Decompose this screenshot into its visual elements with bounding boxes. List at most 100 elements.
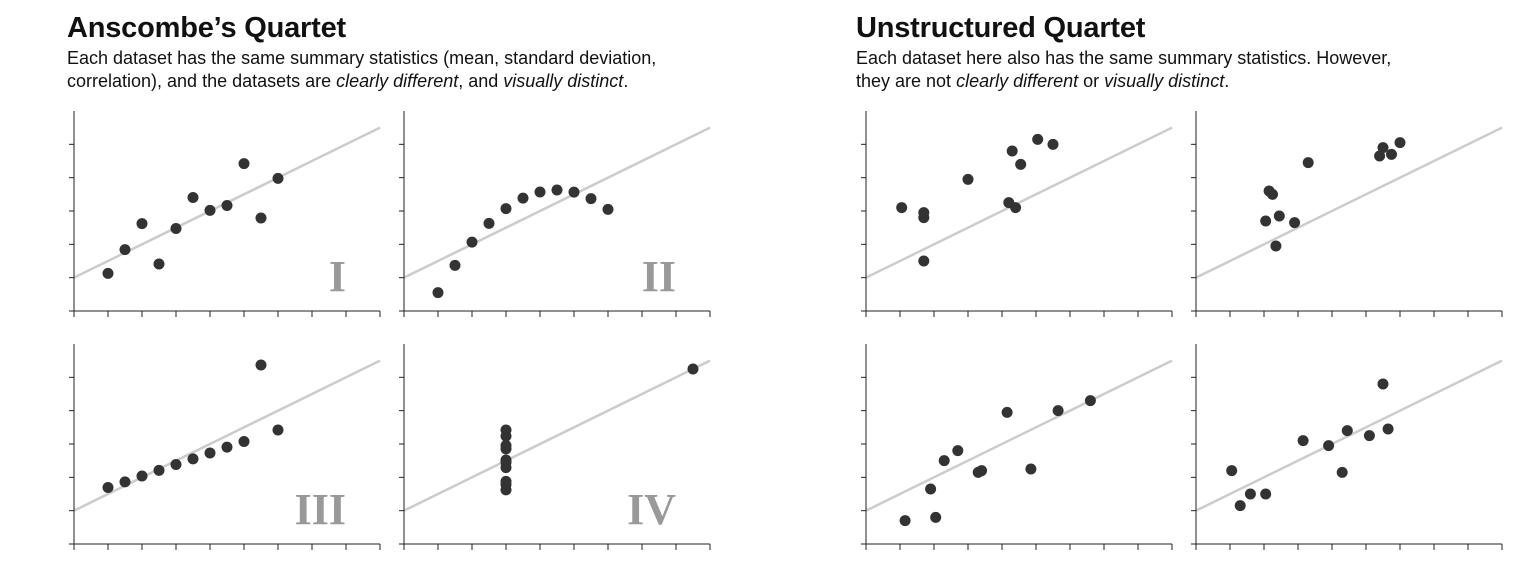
data-point: [187, 192, 199, 203]
regression-line: [403, 126, 711, 279]
data-point: [1260, 215, 1272, 227]
data-point: [1289, 217, 1301, 229]
scatter-panel-6: [1191, 111, 1503, 317]
data-point: [1323, 440, 1335, 452]
data-point: [517, 192, 529, 204]
data-point: [1302, 157, 1314, 169]
data-point: [102, 482, 114, 493]
data-point: [1010, 202, 1022, 214]
dataset-label: IV: [627, 485, 676, 534]
data-point: [952, 445, 964, 457]
data-point: [1015, 158, 1027, 170]
data-point: [1084, 395, 1096, 407]
data-point: [500, 454, 512, 466]
data-point: [483, 217, 495, 229]
data-point: [962, 173, 974, 185]
data-point: [896, 202, 908, 214]
description-text: .: [623, 71, 629, 91]
data-point: [255, 359, 267, 371]
data-point: [551, 184, 563, 196]
regression-line: [1195, 126, 1503, 279]
scatter-panel-7: [861, 344, 1173, 550]
data-point: [255, 212, 267, 224]
data-point: [687, 363, 699, 375]
data-point: [925, 483, 937, 495]
data-point: [1001, 406, 1013, 418]
data-point: [1052, 405, 1064, 417]
data-point: [1363, 430, 1375, 442]
scatter-panel-8: [1191, 344, 1503, 550]
data-point: [187, 453, 199, 465]
data-point: [153, 258, 165, 270]
data-point: [1394, 137, 1406, 149]
section-title: Unstructured Quartet: [856, 12, 1146, 44]
data-point: [1032, 133, 1044, 145]
data-point: [1025, 463, 1037, 475]
data-point: [938, 455, 950, 467]
data-point: [1244, 488, 1256, 500]
description-text: .: [1224, 71, 1230, 91]
data-point: [585, 193, 597, 205]
data-point: [1234, 500, 1246, 512]
data-point: [170, 459, 182, 470]
data-point: [1006, 145, 1018, 157]
description-text: they are not: [856, 71, 957, 91]
description-line-1: Each dataset has the same summary statis…: [67, 48, 657, 68]
dataset-label: II: [642, 252, 676, 301]
description-emphasis: clearly different: [336, 71, 459, 91]
description-text: or: [1078, 71, 1105, 91]
data-point: [449, 259, 461, 271]
data-point: [170, 223, 182, 234]
description-emphasis: clearly different: [956, 71, 1079, 91]
data-point: [1336, 466, 1348, 478]
data-point: [136, 218, 148, 230]
description-emphasis: visually distinct: [1104, 71, 1225, 91]
data-point: [466, 236, 478, 248]
data-point: [568, 186, 580, 198]
data-point: [221, 200, 233, 211]
data-point: [1374, 150, 1386, 162]
data-point: [918, 255, 930, 267]
data-point: [119, 244, 131, 256]
data-point: [204, 447, 216, 459]
data-point: [500, 475, 512, 487]
data-point: [899, 515, 911, 527]
dataset-label: III: [295, 485, 346, 534]
data-point: [1377, 142, 1389, 154]
data-point: [534, 186, 546, 198]
section-description: Each dataset here also has the same summ…: [856, 47, 1391, 93]
data-point: [102, 267, 114, 279]
scatter-panel-4: IV: [399, 344, 711, 550]
section-title: Anscombe’s Quartet: [67, 12, 346, 44]
description-text: , and: [458, 71, 504, 91]
section-description: Each dataset has the same summary statis…: [67, 47, 656, 93]
data-point: [602, 203, 614, 215]
data-point: [119, 476, 131, 488]
data-point: [432, 287, 444, 299]
data-point: [1226, 465, 1238, 477]
data-point: [1047, 138, 1059, 150]
data-point: [238, 158, 250, 170]
regression-line: [865, 359, 1173, 512]
data-point: [1341, 425, 1353, 437]
scatter-panel-3: III: [69, 344, 381, 550]
data-point: [1270, 240, 1282, 252]
data-point: [1386, 148, 1397, 160]
data-point: [1267, 188, 1278, 200]
data-point: [930, 511, 942, 523]
data-point: [153, 464, 165, 476]
regression-line: [403, 359, 711, 512]
description-line-1: Each dataset here also has the same summ…: [856, 48, 1392, 68]
regression-line: [865, 126, 1173, 279]
scatter-panel-1: I: [69, 111, 381, 317]
data-point: [1382, 423, 1394, 435]
data-point: [918, 207, 930, 219]
data-point: [136, 470, 148, 482]
data-point: [1297, 435, 1309, 447]
scatter-panel-5: [861, 111, 1173, 317]
data-point: [221, 441, 233, 453]
data-point: [1377, 378, 1389, 390]
data-point: [500, 203, 512, 215]
scatter-panel-2: II: [399, 111, 711, 317]
data-point: [204, 204, 216, 216]
